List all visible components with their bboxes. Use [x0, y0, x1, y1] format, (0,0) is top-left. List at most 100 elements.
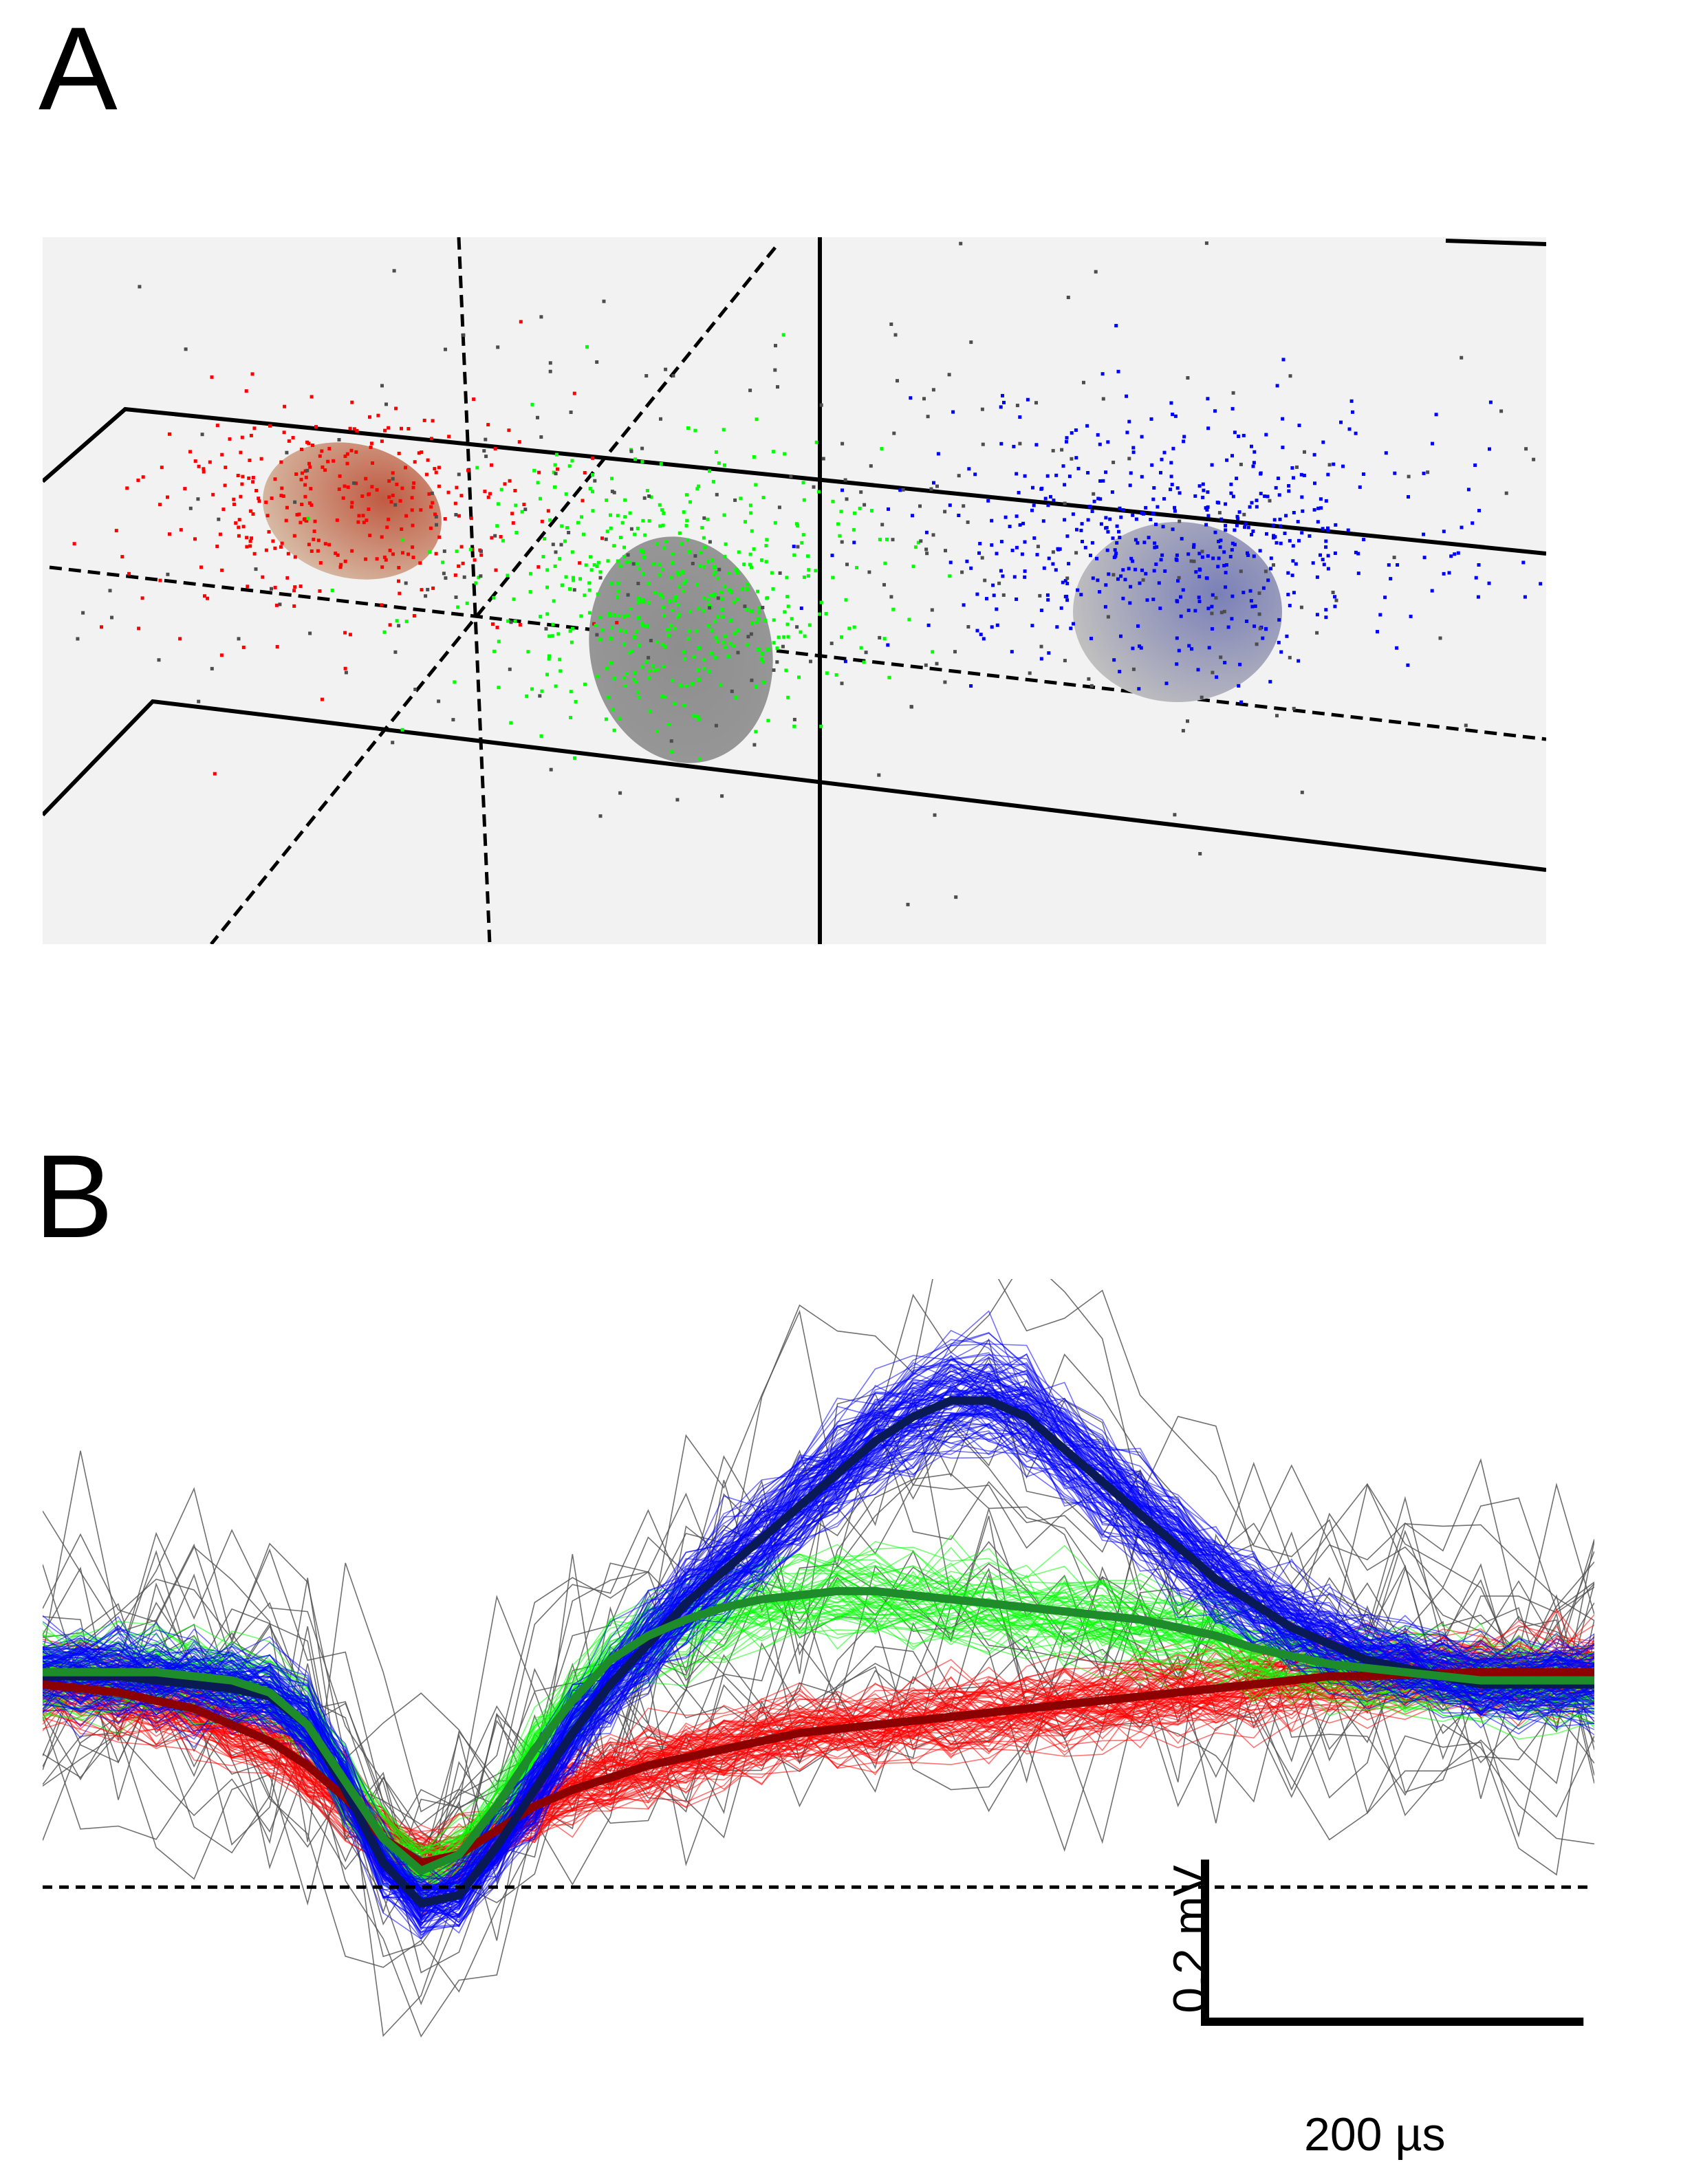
- scatter-point: [643, 533, 647, 537]
- scatter-point: [345, 461, 349, 466]
- scatter-point: [1089, 637, 1093, 640]
- scatter-point: [1098, 442, 1102, 446]
- scatter-point: [1002, 400, 1006, 404]
- scatter-point: [686, 538, 690, 542]
- scatter-point: [536, 565, 541, 569]
- scatter-point: [1197, 484, 1202, 488]
- scatter-point: [626, 553, 630, 557]
- scatter-point: [310, 503, 314, 507]
- scatter-point: [563, 539, 567, 543]
- scatter-point: [1177, 648, 1181, 653]
- scatter-point: [647, 494, 651, 498]
- scatter-point: [858, 506, 862, 510]
- scatter-point: [380, 603, 384, 607]
- scatter-point: [1149, 417, 1153, 421]
- scatter-point: [889, 595, 893, 599]
- scatter-point: [479, 553, 484, 557]
- scatter-point: [1128, 483, 1132, 488]
- scatter-point: [1082, 380, 1085, 384]
- scatter-point: [1288, 604, 1292, 608]
- scatter-point: [658, 524, 662, 528]
- waveform-trace: [43, 1353, 1594, 1888]
- scatter-point: [1449, 554, 1453, 558]
- waveform-trace: [43, 1654, 1594, 1862]
- scatter-point: [1094, 270, 1098, 274]
- scatter-point: [548, 369, 552, 373]
- scatter-point: [675, 571, 680, 575]
- scatter-point: [641, 518, 645, 523]
- scatter-point: [1319, 553, 1322, 557]
- scatter-point: [683, 657, 687, 661]
- scatter-point: [711, 593, 715, 598]
- scatter-point: [674, 595, 677, 599]
- scatter-point: [739, 496, 743, 501]
- scatter-point: [493, 447, 497, 450]
- scatter-point: [749, 511, 753, 515]
- scatter-point: [713, 570, 717, 574]
- scatter-point: [716, 596, 720, 600]
- scatter-point: [699, 551, 703, 555]
- scatter-point: [307, 501, 312, 505]
- scatter-point: [1255, 642, 1259, 646]
- scatter-point: [773, 368, 777, 372]
- scatter-point: [834, 673, 838, 677]
- scatter-point: [1162, 496, 1166, 501]
- outlier-trace: [43, 1279, 1594, 1917]
- scatter-point: [631, 562, 636, 566]
- scatter-point: [686, 637, 691, 641]
- scatter-point: [352, 427, 356, 431]
- scatter-point: [1015, 597, 1019, 601]
- scatter-point: [278, 602, 282, 607]
- scatter-point: [1215, 675, 1219, 679]
- scatter-point: [1173, 509, 1177, 513]
- scatter-point: [728, 642, 733, 646]
- scatter-point: [1438, 636, 1442, 640]
- scatter-point: [1303, 450, 1306, 454]
- scatter-point: [1204, 241, 1208, 245]
- scatter-point: [1266, 494, 1270, 499]
- scatter-point: [437, 466, 441, 470]
- scatter-point: [774, 344, 777, 348]
- scatter-point: [673, 701, 677, 706]
- scatter-point: [1023, 569, 1027, 574]
- scatter-point: [514, 531, 519, 534]
- scatter-point: [1181, 588, 1185, 592]
- scatter-point: [682, 581, 686, 585]
- scatter-point: [539, 615, 543, 619]
- scatter-point: [1275, 540, 1279, 545]
- scatter-point: [1179, 595, 1182, 599]
- scatter-point: [887, 507, 890, 511]
- dashed-axis-x: [49, 565, 1546, 741]
- scatter-point: [836, 522, 840, 526]
- scatter-point: [1023, 540, 1027, 544]
- scatter-point: [772, 618, 776, 622]
- scatter-point: [1043, 496, 1048, 501]
- scatter-point: [684, 684, 688, 688]
- scatter-point: [969, 684, 973, 688]
- scatter-point: [880, 447, 884, 450]
- scatter-point: [484, 455, 488, 459]
- scatter-point: [1039, 644, 1043, 648]
- scatter-point: [598, 637, 603, 642]
- scatter-point: [437, 484, 441, 488]
- scatter-point: [1063, 518, 1067, 522]
- scatter-point: [1042, 566, 1046, 570]
- scatter-point: [1059, 606, 1063, 610]
- scatter-point: [391, 741, 395, 745]
- scatter-point: [766, 596, 770, 600]
- scatter-point: [583, 593, 587, 598]
- scatter-point: [497, 640, 501, 644]
- scatter-point: [221, 507, 226, 512]
- scatter-point: [1138, 644, 1141, 648]
- scatter-point: [792, 724, 796, 728]
- scatter-point: [754, 730, 758, 734]
- scatter-point: [455, 485, 459, 490]
- scatter-point: [279, 545, 283, 549]
- scatter-point: [1230, 617, 1234, 621]
- scatter-point: [1104, 516, 1108, 520]
- scatter-point: [554, 452, 558, 457]
- scatter-point: [1294, 562, 1298, 566]
- scatter-point: [430, 491, 434, 495]
- scatter-point: [622, 555, 626, 559]
- scatter-point: [250, 536, 254, 540]
